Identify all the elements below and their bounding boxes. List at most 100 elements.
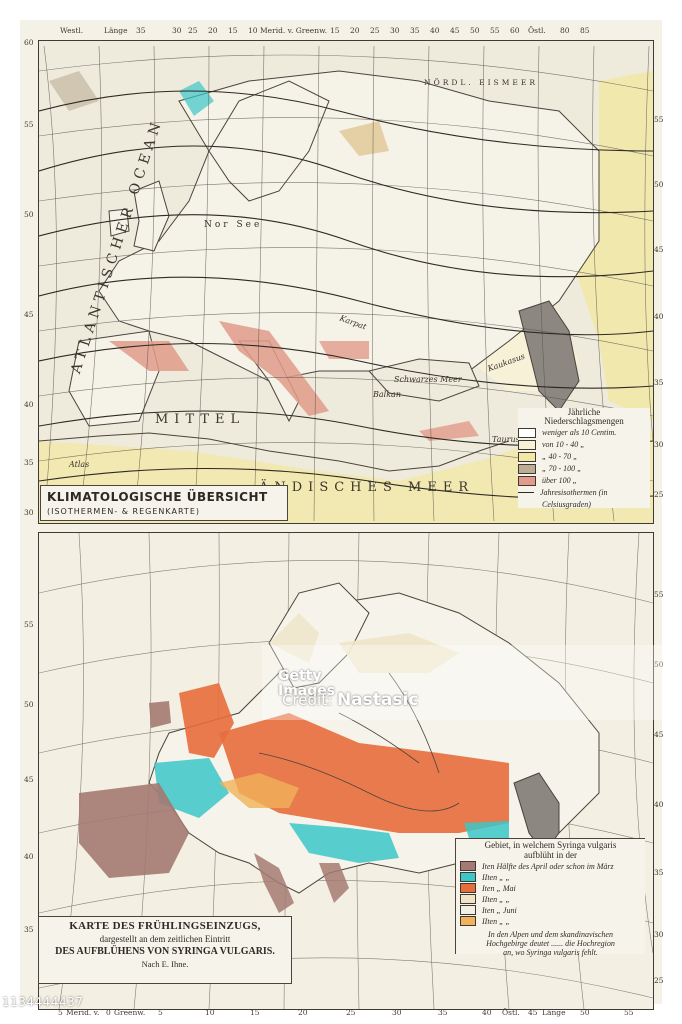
getty-logo-line-1: Getty xyxy=(278,668,322,685)
bottom-axis-tick: 5 xyxy=(158,1008,163,1017)
legend-isotherm-text-2: Celsiusgraden) xyxy=(542,500,591,510)
legend-row-isotherm: Jahresisothermen (in xyxy=(518,487,650,499)
top-right-lat: 40 xyxy=(654,312,664,321)
legend-text: „ „ xyxy=(499,916,511,926)
top-axis-tick: 40 xyxy=(430,26,440,35)
top-left-lat: 45 xyxy=(24,310,34,319)
top-axis-meridian: Merid. v. Greenw. xyxy=(260,26,327,35)
bottom-axis-tick: 10 xyxy=(205,1008,215,1017)
climate-map-title: KLIMATOLOGISCHE ÜBERSICHT xyxy=(47,490,268,504)
legend-value: 100 xyxy=(558,476,571,486)
legend-unit: „ xyxy=(580,440,585,450)
blossom-legend-row: Iten „ Juni xyxy=(460,905,641,916)
balkan-label: Balkan xyxy=(373,390,401,399)
top-axis-laenge: Länge xyxy=(104,26,128,35)
legend-unit: Centim. xyxy=(591,428,617,438)
legend-swatch xyxy=(518,439,536,450)
top-axis-tick: 35 xyxy=(410,26,420,35)
top-right-lat: 30 xyxy=(654,440,664,449)
blossom-legend-row: IIten „ „ xyxy=(460,916,641,927)
blossom-legend-note-1: In den Alpen und dem skandinavischen xyxy=(488,929,613,939)
bottom-right-lat: 40 xyxy=(654,800,664,809)
legend-heading-2: Niederschlagsmengen xyxy=(544,416,624,427)
blossom-legend-note-3: an, wo Syringa vulgaris fehlt. xyxy=(503,948,598,958)
top-axis-tick: 35 xyxy=(136,26,146,35)
bottom-right-lat: 45 xyxy=(654,730,664,739)
bottom-axis-laenge: Länge xyxy=(542,1008,566,1017)
top-left-lat: 60 xyxy=(24,38,34,47)
atlas-label: Atlas xyxy=(69,460,90,469)
legend-row-isotherm-2: Celsiusgraden) xyxy=(518,499,650,511)
legend-swatch xyxy=(460,905,476,916)
legend-swatch xyxy=(518,427,536,438)
legend-swatch xyxy=(460,883,476,894)
stock-watermark: Getty Images xyxy=(278,652,678,716)
spring-map-title: KARTE DES FRÜHLINGSEINZUGS, xyxy=(69,920,261,932)
legend-unit: „ xyxy=(573,452,578,462)
stock-id: 1134444437 xyxy=(2,995,84,1009)
top-left-lat: 55 xyxy=(24,120,34,129)
bottom-axis-oestl: Östl. xyxy=(502,1008,520,1017)
legend-value: 10 - 40 xyxy=(555,440,579,450)
top-axis-tick: 15 xyxy=(330,26,340,35)
legend-row: weniger als 10 Centim. xyxy=(518,427,650,439)
bottom-right-lat: 35 xyxy=(654,868,664,877)
top-axis-tick: 85 xyxy=(580,26,590,35)
legend-ordinal: Iten xyxy=(482,861,495,871)
top-axis-tick: 50 xyxy=(470,26,480,35)
mediterranean-label-east: ÄNDISCHES MEER xyxy=(259,480,475,495)
spring-map-title-2: DES AUFBLÜHENS VON SYRINGA VULGARIS. xyxy=(55,946,275,957)
top-right-lat: 50 xyxy=(654,180,664,189)
top-right-lat: 25 xyxy=(654,490,664,499)
bottom-axis-tick: 25 xyxy=(346,1008,356,1017)
top-axis-tick: 45 xyxy=(450,26,460,35)
top-axis-tick: 80 xyxy=(560,26,570,35)
precipitation-legend: Jährliche Niederschlagsmengen weniger al… xyxy=(518,407,650,511)
climate-map-subtitle: (ISOTHERMEN- & REGENKARTE) xyxy=(47,507,200,516)
bottom-right-lat: 55 xyxy=(654,590,664,599)
watermark-band xyxy=(262,645,682,720)
climate-map-graphic xyxy=(39,41,653,523)
bottom-right-lat: 25 xyxy=(654,976,664,985)
top-left-lat: 40 xyxy=(24,400,34,409)
top-right-lat: 55 xyxy=(654,115,664,124)
bottom-axis-tick: 40 xyxy=(482,1008,492,1017)
top-axis-tick: 25 xyxy=(370,26,380,35)
legend-text: Hälfte des April oder schon im März xyxy=(496,861,614,871)
map-sheet: ATLANTISCHER OCEAN NÖRDL. EISMEER Nor Se… xyxy=(20,20,664,1017)
top-axis-tick: 20 xyxy=(350,26,360,35)
legend-swatch xyxy=(460,872,476,883)
legend-swatch xyxy=(518,475,536,486)
legend-text: „ „ xyxy=(499,894,511,904)
bottom-axis-tick: 30 xyxy=(392,1008,402,1017)
legend-value: 40 - 70 xyxy=(548,452,572,462)
blossom-legend-row: Iten Hälfte des April oder schon im März xyxy=(460,861,641,872)
top-left-lat: 50 xyxy=(24,210,34,219)
spring-map-source: Nach E. Ihne. xyxy=(141,959,189,969)
bottom-axis-tick: 35 xyxy=(438,1008,448,1017)
mediterranean-label-west: MITTEL xyxy=(155,412,246,427)
credit-label: Credit: xyxy=(282,691,333,709)
legend-text: „ Juni xyxy=(496,905,517,915)
top-axis-tick: 25 xyxy=(188,26,198,35)
taurus-label: Taurus xyxy=(492,435,520,444)
arctic-sea-label: NÖRDL. EISMEER xyxy=(424,78,538,87)
legend-prefix: von xyxy=(542,440,554,450)
legend-swatch xyxy=(518,463,536,474)
climate-map-panel: ATLANTISCHER OCEAN NÖRDL. EISMEER Nor Se… xyxy=(38,40,654,524)
getty-logo: Getty Images xyxy=(278,669,335,698)
legend-value: 70 - 100 xyxy=(548,464,576,474)
top-axis-east-prefix: Östl. xyxy=(528,26,546,35)
bottom-axis-merid: Merid. v. xyxy=(66,1008,100,1017)
bottom-axis-tick: 45 xyxy=(528,1008,538,1017)
legend-ordinal: Iten xyxy=(482,883,495,893)
top-axis-tick: 30 xyxy=(390,26,400,35)
legend-text: „ „ xyxy=(499,872,511,882)
north-sea-label: Nor See xyxy=(204,220,263,230)
bottom-axis-greenw: Greenw. xyxy=(114,1008,146,1017)
top-axis-tick: 60 xyxy=(510,26,520,35)
bottom-right-lat: 50 xyxy=(654,660,664,669)
legend-row: von 10 - 40 „ xyxy=(518,439,650,451)
legend-unit: „ xyxy=(572,476,578,486)
climate-map-title-box: KLIMATOLOGISCHE ÜBERSICHT (ISOTHERMEN- &… xyxy=(40,485,288,521)
